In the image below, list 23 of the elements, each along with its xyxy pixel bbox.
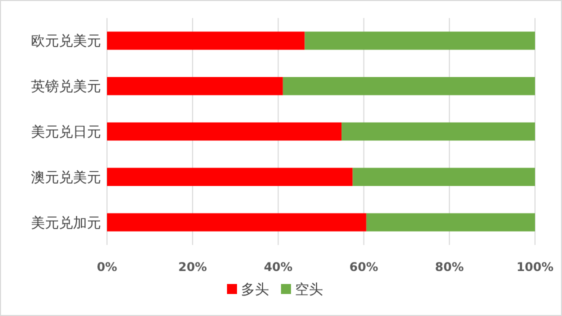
legend-label: 多头 — [241, 282, 269, 298]
bar — [107, 168, 353, 186]
bar — [282, 77, 535, 96]
x-tick-label: 0% — [96, 260, 118, 274]
x-tick-label: 60% — [349, 260, 378, 274]
y-tick-label: 美元兑日元 — [31, 124, 101, 140]
y-tick-label: 澳元兑美元 — [31, 170, 101, 186]
y-tick-label: 美元兑加元 — [31, 215, 101, 232]
bar — [304, 32, 535, 50]
legend-label: 空头 — [295, 282, 323, 298]
x-tick-label: 100% — [516, 260, 554, 274]
bar — [107, 32, 305, 50]
x-tick-label: 40% — [264, 260, 293, 274]
bar — [107, 213, 366, 232]
bar — [366, 213, 535, 232]
bar — [107, 122, 342, 141]
bar — [352, 168, 535, 186]
y-tick-label: 英镑兑美元 — [31, 79, 101, 96]
x-tick-label: 20% — [178, 260, 207, 274]
x-tick-label: 80% — [435, 260, 464, 274]
y-tick-label: 欧元兑美元 — [31, 34, 101, 50]
bar — [342, 122, 535, 141]
bar — [107, 77, 283, 96]
